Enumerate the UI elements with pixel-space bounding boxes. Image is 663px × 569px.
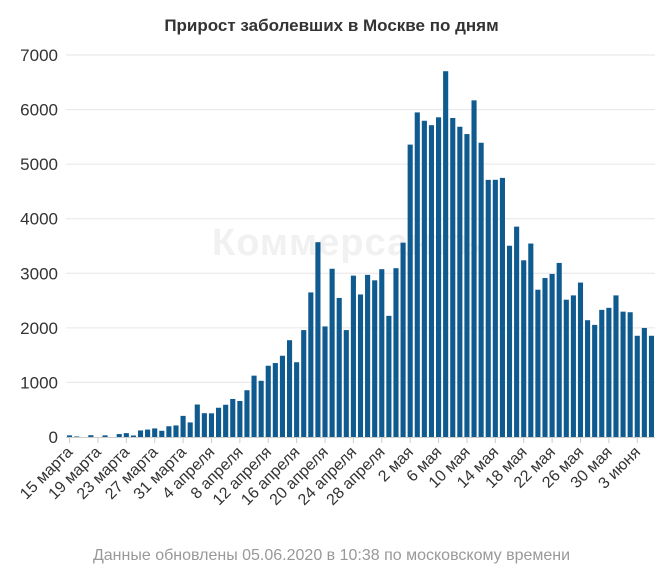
watermark-logo: Коммерсантъ — [212, 222, 482, 264]
y-tick-label: 0 — [49, 428, 58, 447]
y-tick-label: 5000 — [20, 155, 58, 174]
bar — [499, 177, 505, 437]
bar — [329, 268, 335, 437]
bar — [549, 273, 555, 437]
bar — [641, 327, 647, 437]
bar — [137, 430, 144, 437]
bar — [627, 312, 633, 437]
chart-title: Прирост заболевших в Москве по дням — [164, 16, 499, 35]
bar — [237, 400, 243, 437]
bar — [294, 362, 300, 437]
bar — [379, 269, 385, 437]
bar — [407, 144, 413, 438]
bar — [145, 429, 151, 437]
bar — [216, 407, 222, 437]
bar — [180, 415, 186, 437]
bar — [357, 294, 364, 437]
bar — [286, 340, 293, 437]
bar — [393, 268, 399, 437]
bar — [585, 320, 591, 437]
y-axis-ticks: 0 1000 2000 3000 4000 5000 6000 7000 — [20, 46, 58, 447]
bar — [272, 363, 278, 437]
y-tick-label: 6000 — [20, 101, 58, 120]
bar — [542, 278, 548, 437]
bar — [436, 117, 442, 437]
bar — [301, 330, 307, 437]
bar — [208, 413, 215, 437]
bar — [223, 404, 229, 437]
y-tick-label: 3000 — [20, 264, 58, 283]
bar — [599, 309, 605, 437]
bar — [648, 335, 655, 437]
bar — [365, 274, 371, 437]
bar — [535, 289, 541, 437]
bar — [350, 275, 356, 437]
bar — [528, 243, 534, 437]
bar — [258, 380, 264, 437]
bar — [102, 435, 108, 437]
bar — [521, 260, 527, 437]
bar — [88, 435, 94, 437]
y-tick-label: 1000 — [20, 373, 58, 392]
bar — [457, 126, 463, 437]
bar — [613, 295, 619, 437]
bar — [634, 335, 640, 437]
bar — [577, 282, 584, 437]
bar — [620, 311, 626, 437]
bar — [450, 117, 456, 437]
y-tick-label: 2000 — [20, 319, 58, 338]
bar — [66, 435, 73, 437]
bar — [265, 365, 271, 437]
bar — [322, 326, 328, 437]
bar — [485, 179, 491, 438]
bar — [194, 404, 200, 437]
bar — [201, 413, 207, 437]
bar — [492, 179, 498, 438]
bar — [570, 295, 576, 437]
bar — [556, 262, 562, 437]
bar — [159, 430, 165, 437]
bar — [478, 142, 484, 437]
bar — [166, 426, 172, 437]
bar — [230, 398, 236, 437]
bar — [116, 434, 122, 437]
update-note: Данные обновлены 05.06.2020 в 10:38 по м… — [92, 547, 571, 564]
bar — [514, 226, 520, 437]
bar — [443, 71, 449, 438]
bar — [606, 307, 612, 437]
bar — [471, 100, 477, 437]
bar — [343, 330, 349, 437]
bar — [372, 280, 378, 437]
bar — [414, 112, 420, 437]
y-tick-label: 4000 — [20, 210, 58, 229]
bar — [428, 125, 435, 438]
bar — [400, 242, 406, 437]
y-tick-label: 7000 — [20, 46, 58, 65]
bar — [592, 324, 598, 437]
bar — [315, 242, 321, 437]
bar — [130, 435, 136, 437]
bar — [123, 433, 129, 437]
bar — [244, 390, 250, 437]
bar — [152, 428, 158, 437]
bar — [386, 315, 392, 437]
bars — [66, 71, 655, 438]
bar — [336, 297, 342, 437]
bar — [563, 299, 569, 437]
bar — [464, 134, 470, 437]
bar — [506, 245, 513, 437]
bar — [251, 375, 257, 437]
bar — [173, 425, 179, 437]
bar — [74, 436, 80, 437]
bar — [308, 292, 314, 437]
bar — [279, 355, 285, 437]
bar — [421, 120, 427, 437]
bar — [187, 422, 193, 437]
